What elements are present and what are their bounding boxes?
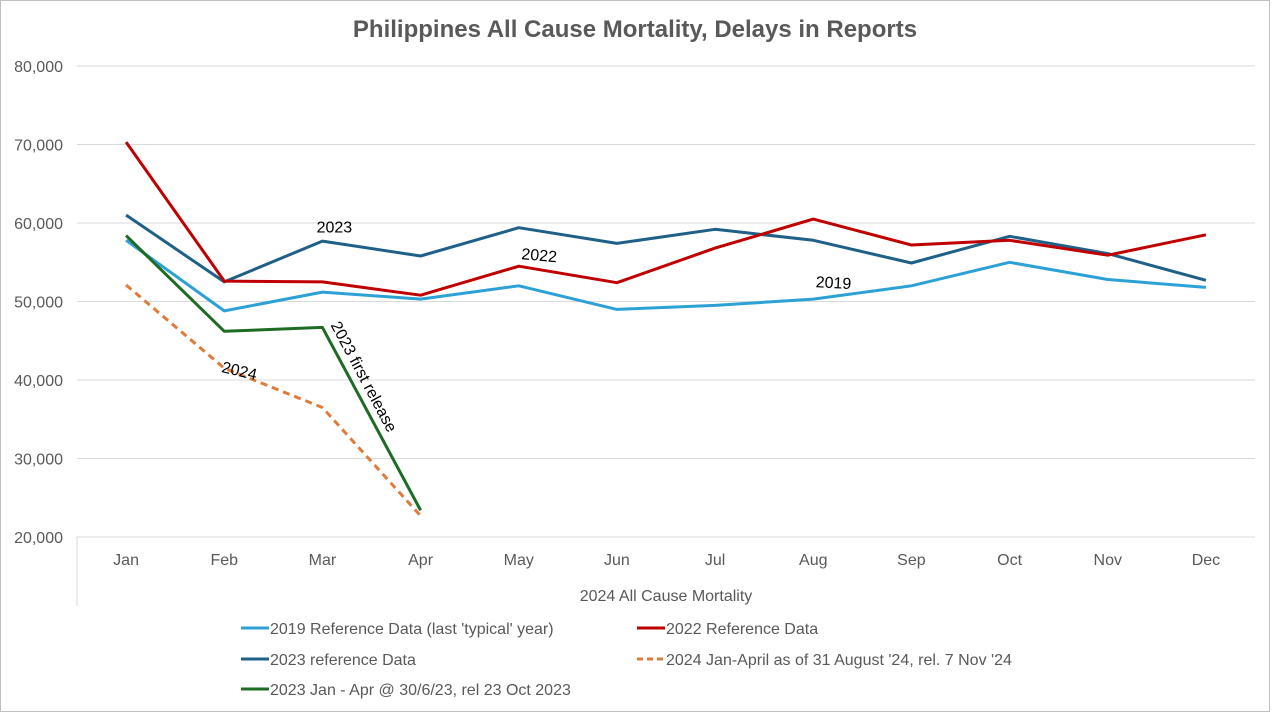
- y-tick-label: 20,000: [14, 530, 63, 547]
- y-tick-label: 60,000: [14, 216, 63, 233]
- x-tick-label: Mar: [309, 552, 337, 569]
- x-tick-label: Jul: [705, 552, 725, 569]
- x-axis-label: 2024 All Cause Mortality: [580, 588, 753, 605]
- series-line: [125, 283, 422, 517]
- gridlines: [77, 65, 1255, 538]
- x-tick-label: Sep: [897, 552, 926, 569]
- x-tick-label: Jun: [604, 552, 630, 569]
- legend-entry: 2024 Jan-April as of 31 August '24, rel.…: [666, 652, 1012, 669]
- legend-entry: 2023 Jan - Apr @ 30/6/23, rel 23 Oct 202…: [270, 682, 571, 699]
- annotation-label: 2023: [317, 219, 353, 236]
- annotation-label: 2019: [815, 274, 852, 293]
- x-tick-label: Feb: [210, 552, 238, 569]
- legend-entry: 2023 reference Data: [270, 652, 416, 669]
- legend-entry: 2022 Reference Data: [666, 621, 818, 638]
- y-tick-label: 70,000: [14, 138, 63, 155]
- y-tick-label: 80,000: [14, 59, 63, 76]
- x-tick-label: Apr: [408, 552, 434, 569]
- annotation-label: 2022: [521, 246, 558, 266]
- legend: 2019 Reference Data (last 'typical' year…: [241, 621, 1012, 699]
- x-tick-label: May: [504, 552, 534, 569]
- x-tick-label: Jan: [113, 552, 139, 569]
- y-tick-label: 40,000: [14, 373, 63, 390]
- series-lines: [124, 141, 1207, 517]
- y-axis-ticks: 20,000 30,000 40,000 50,000 60,000 70,000 80,0…: [14, 59, 63, 547]
- x-axis-ticks: Jan Feb Mar Apr May Jun Jul Aug Sep Oct Nov Dec: [113, 552, 1220, 569]
- x-tick-label: Aug: [799, 552, 827, 569]
- x-tick-label: Nov: [1094, 552, 1122, 569]
- y-tick-label: 50,000: [14, 295, 63, 312]
- series-line: [125, 239, 1207, 313]
- series-line: [124, 141, 1207, 297]
- series-line: [125, 234, 422, 512]
- annotation-label: 2023 first release: [327, 319, 400, 435]
- legend-entry: 2019 Reference Data (last 'typical' year…: [270, 621, 554, 638]
- y-tick-label: 30,000: [14, 452, 63, 469]
- x-tick-label: Oct: [997, 552, 1022, 569]
- series-line: [125, 213, 1207, 284]
- chart-title: Philippines All Cause Mortality, Delays …: [353, 16, 917, 43]
- x-tick-label: Dec: [1192, 552, 1220, 569]
